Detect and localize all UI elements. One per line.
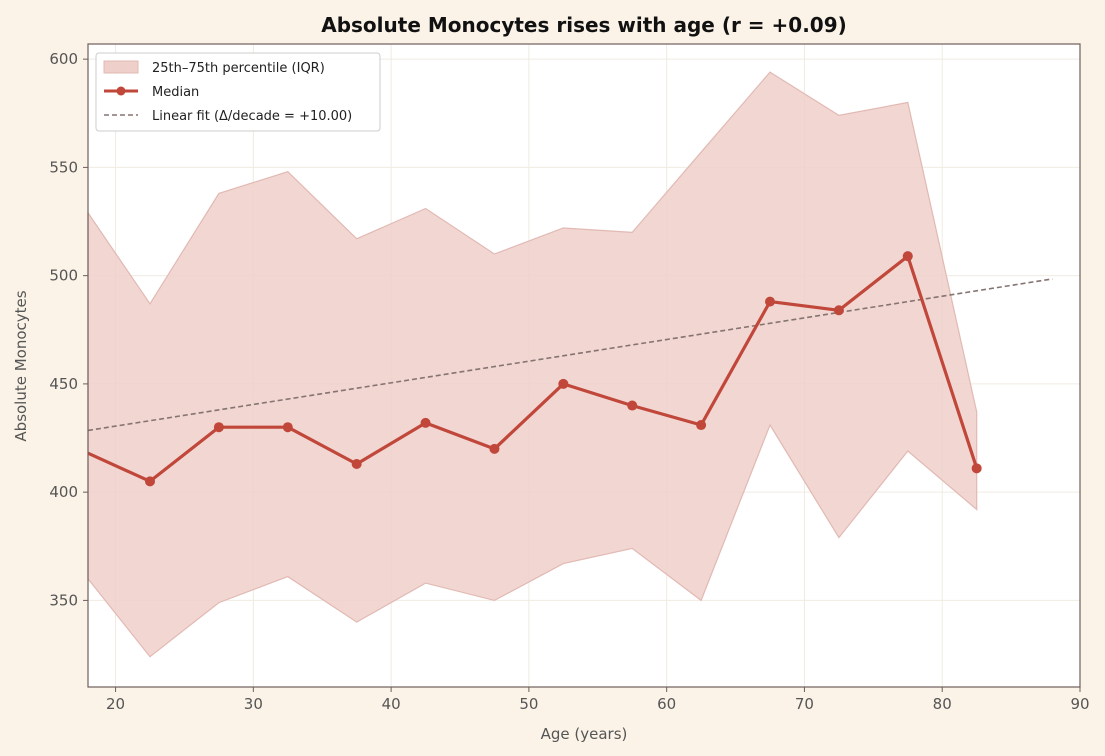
y-tick-label: 500 (49, 267, 78, 285)
y-tick-label: 450 (49, 375, 78, 393)
y-tick-label: 400 (49, 483, 78, 501)
iqr-band-layer (87, 71, 978, 658)
median-point (420, 417, 431, 428)
median-point (489, 443, 500, 454)
median-point (145, 476, 155, 487)
x-tick-label: 30 (244, 695, 263, 713)
x-tick-label: 20 (106, 695, 125, 713)
median-line (87, 254, 979, 483)
median-point (351, 459, 362, 470)
legend-median-label: Median (152, 85, 199, 100)
median-point (971, 463, 982, 474)
x-tick-label: 60 (657, 695, 676, 713)
y-tick-label: 600 (49, 50, 78, 68)
median-point (765, 296, 775, 307)
x-tick-label: 70 (795, 695, 814, 713)
fit-layer (87, 278, 1053, 432)
y-tick-label: 350 (49, 591, 78, 609)
median-point (696, 420, 707, 431)
median-series-layer (87, 251, 982, 487)
y-axis-label: Absolute Monocytes (12, 290, 30, 441)
legend-median-marker (116, 86, 126, 96)
axis-ticks: 20 30 40 50 60 70 80 90 350 400 450 500 550 600 (49, 50, 1089, 713)
x-tick-label: 50 (519, 695, 538, 713)
x-tick-label: 90 (1070, 695, 1089, 713)
legend-box (95, 52, 381, 132)
chart-title: Absolute Monocytes rises with age (r = +… (321, 13, 847, 37)
x-tick-label: 40 (382, 695, 401, 713)
linear-fit-line (87, 278, 1053, 432)
y-tick-label: 550 (49, 158, 78, 176)
legend: 25th–75th percentile (IQR) Median Linear… (95, 52, 381, 132)
x-axis-label: Age (years) (541, 725, 628, 743)
median-point (902, 251, 913, 262)
median-point (627, 400, 638, 411)
legend-band-label: 25th–75th percentile (IQR) (152, 61, 325, 76)
median-point (213, 422, 224, 433)
median-point (833, 305, 844, 316)
median-point (282, 422, 293, 433)
median-point (558, 378, 569, 389)
legend-fit-label: Linear fit (Δ/decade = +10.00) (152, 109, 352, 124)
iqr-band (87, 71, 978, 658)
legend-band-swatch (103, 60, 139, 74)
plot-frame (87, 43, 1081, 688)
x-tick-label: 80 (933, 695, 952, 713)
